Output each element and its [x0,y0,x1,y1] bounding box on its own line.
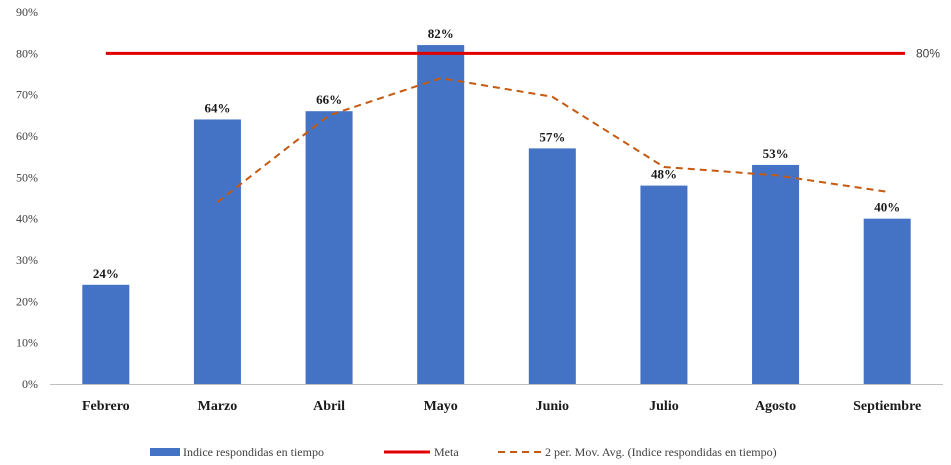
x-axis: Febrero Marzo Abril Mayo Junio Julio Agosto Sep… [50,384,943,414]
y-tick-label: 40% [16,212,38,226]
bar-value-label: 24% [93,266,119,281]
bar-value-label: 64% [204,100,230,115]
x-tick-label: Marzo [198,399,238,414]
bar [640,185,688,384]
x-tick-label: Agosto [755,399,796,414]
x-tick-label: Septiembre [853,399,921,414]
legend-label-bar: Indice respondidas en tiempo [183,445,324,459]
bar [193,119,241,384]
bar-value-label: 48% [651,167,677,182]
bar [305,111,353,384]
y-axis: 0% 10% 20% 30% 40% 50% 60% 70% 80% 90% [16,5,38,391]
y-tick-label: 10% [16,336,38,350]
bar-value-label: 57% [539,129,565,144]
x-tick-label: Junio [536,399,569,414]
meta-value-label: 80% [916,46,940,60]
legend-swatch-bar [150,448,180,456]
moving-average-series [216,77,888,203]
bar [752,164,800,384]
bar-series: 24% 64% 66% 82% 57% 48% 53% 40% [82,26,911,385]
y-tick-label: 60% [16,129,38,143]
legend-label-meta: Meta [434,445,459,459]
legend: Indice respondidas en tiempo Meta 2 per. M… [150,445,777,459]
y-tick-label: 50% [16,170,38,184]
y-tick-label: 0% [22,377,38,391]
moving-average-line [216,77,888,203]
x-tick-label: Julio [649,399,679,414]
x-tick-label: Mayo [424,399,458,414]
bar-value-label: 82% [428,26,454,41]
x-tick-label: Febrero [82,399,130,414]
bar-value-label: 66% [316,92,342,107]
y-tick-label: 30% [16,253,38,267]
bar-value-label: 53% [763,146,789,161]
y-tick-label: 90% [16,5,38,19]
bar-value-label: 40% [874,200,900,215]
bar [528,148,576,384]
bar [417,45,465,385]
y-tick-label: 20% [16,294,38,308]
bar [863,218,911,384]
y-tick-label: 70% [16,88,38,102]
meta-line-series: 80% [105,46,940,60]
x-tick-label: Abril [313,399,345,414]
y-tick-label: 80% [16,46,38,60]
bar [82,284,130,384]
legend-label-moving-average: 2 per. Mov. Avg. (Indice respondidas en … [545,445,777,459]
